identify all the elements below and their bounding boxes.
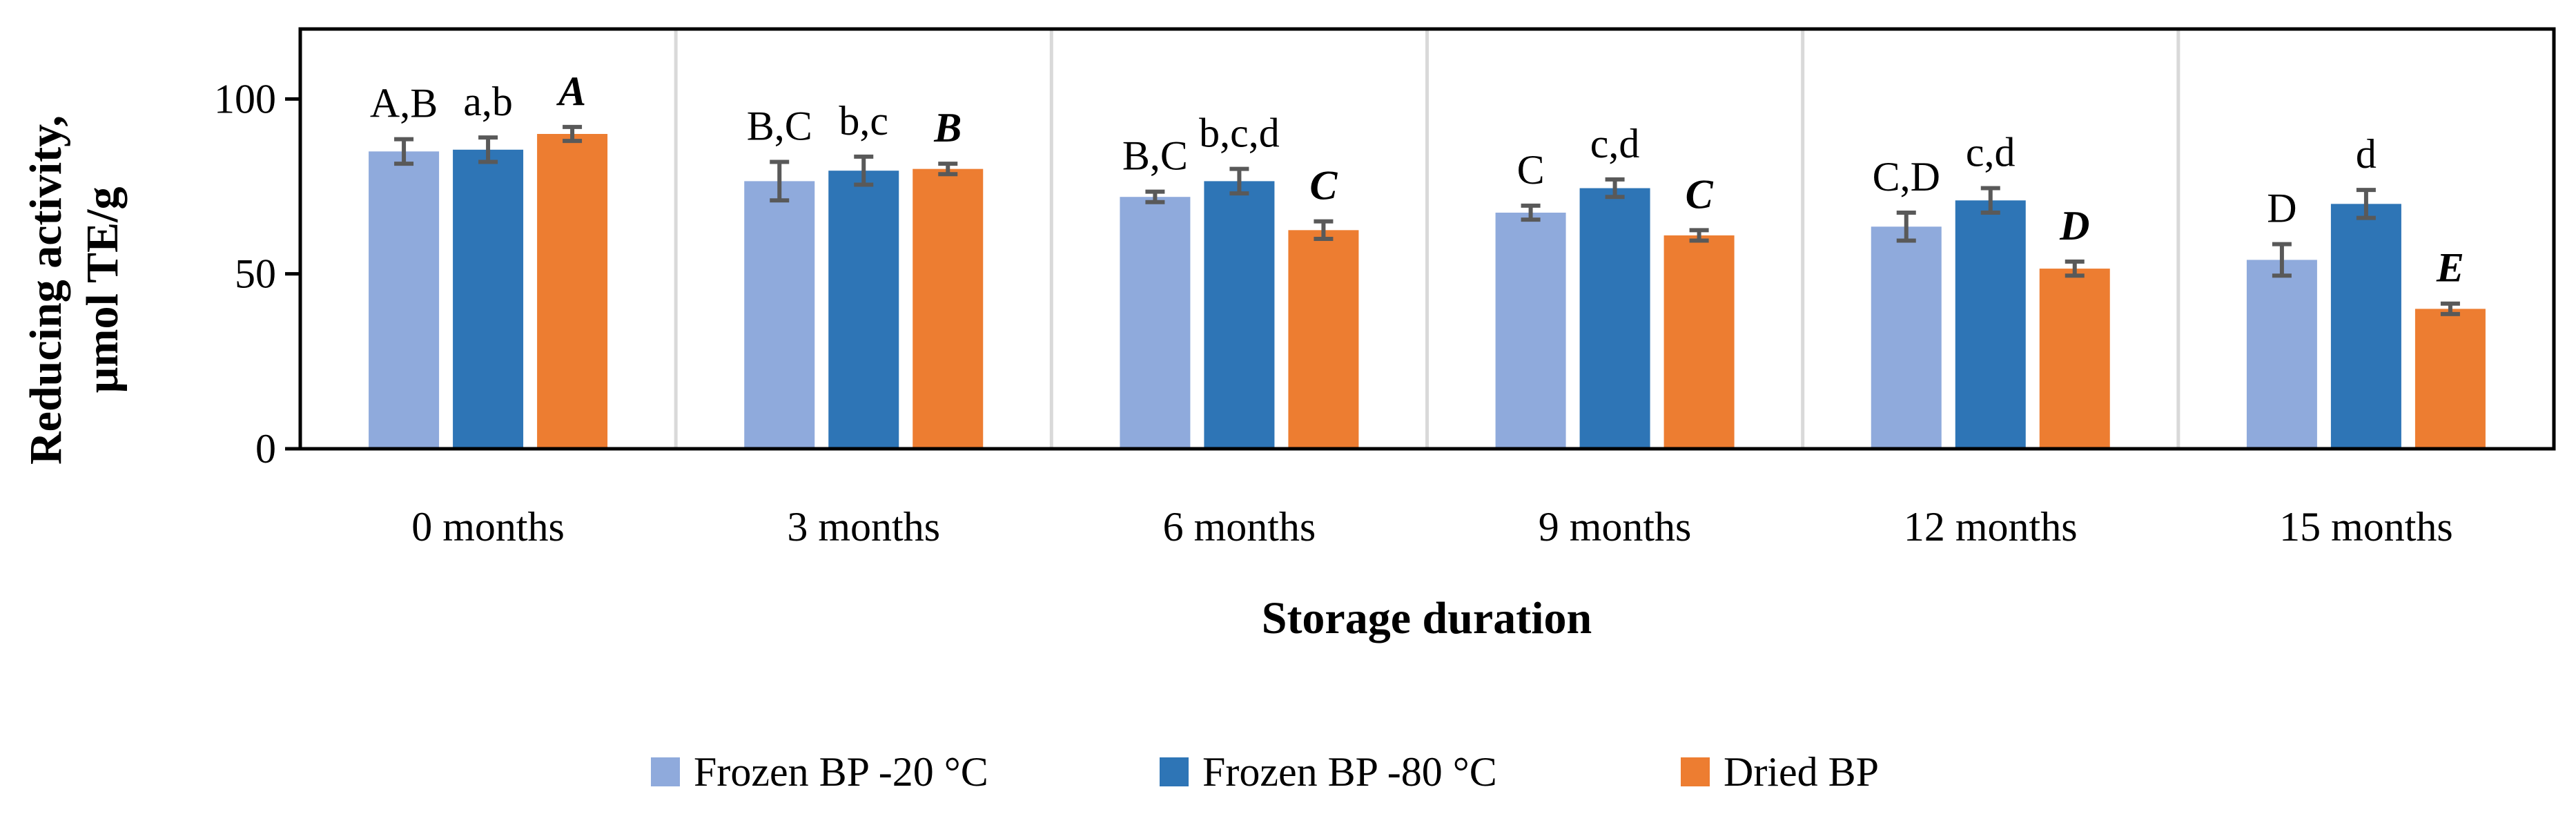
y-axis-title-line-2: µmol TE/g [77, 186, 128, 393]
x-tick-label: 0 months [411, 504, 565, 550]
x-axis: 0 months 3 months 6 months 9 months 12 month… [411, 504, 2453, 550]
error-bars-layer [394, 124, 2460, 316]
bar [1495, 213, 1566, 449]
bar-data-label: C,D [1873, 154, 1940, 200]
bar-data-label: c,d [1966, 130, 2016, 175]
bar-data-label: b,c,d [1199, 110, 1280, 156]
bar [744, 181, 815, 449]
bar-data-label: C [1517, 147, 1545, 193]
bar-data-label: d [2356, 131, 2377, 177]
bar-data-label: B,C [1122, 133, 1188, 179]
bar-data-label: c,d [1590, 121, 1640, 166]
bar [2414, 309, 2486, 449]
bar [1120, 197, 1191, 449]
x-axis-title: Storage duration [1262, 593, 1592, 643]
legend: Frozen BP -20 °C Frozen BP -80 °C Dried BP [651, 749, 1879, 795]
y-axis: 0 50 100 [214, 76, 300, 472]
bar [1204, 181, 1275, 449]
bar-data-label: B,C [747, 104, 812, 149]
bar-data-label: D [2267, 186, 2296, 231]
bar [369, 151, 440, 449]
y-tick-label: 100 [214, 76, 276, 122]
legend-label: Dried BP [1724, 749, 1879, 795]
bar [1288, 230, 1359, 449]
x-tick-label: 15 months [2279, 504, 2453, 550]
bar-data-label: B [933, 105, 962, 151]
bar [537, 134, 608, 449]
x-tick-label: 6 months [1163, 504, 1316, 550]
x-tick-label: 12 months [1904, 504, 2078, 550]
y-tick-label: 0 [255, 426, 276, 472]
bar-data-label: b,c [839, 98, 888, 144]
plot-frame [298, 27, 2556, 451]
bar [913, 168, 984, 449]
bar [2330, 204, 2401, 449]
bar-data-label: A [556, 68, 586, 114]
bar [2039, 269, 2110, 449]
bar [2246, 260, 2317, 449]
x-tick-label: 3 months [787, 504, 940, 550]
group-separators [674, 29, 2180, 449]
x-tick-label: 9 months [1539, 504, 1692, 550]
bar-data-label: a,b [463, 79, 513, 124]
bar [1663, 235, 1735, 449]
bar-labels-layer: A,B B,C B,C C C,D Da,b b,c b,c,d c,d c,d d A B C C D E [370, 68, 2464, 291]
y-tick-label: 50 [235, 251, 276, 297]
bars-layer [369, 134, 2486, 449]
bar [453, 149, 524, 449]
bar-data-label: E [2436, 245, 2464, 291]
legend-label: Frozen BP -20 °C [694, 749, 988, 795]
y-axis-title-line-1: Reducing activity, [21, 115, 71, 465]
legend-swatch [651, 757, 680, 786]
legend-swatch [1681, 757, 1710, 786]
bar [1871, 226, 1942, 449]
bar [828, 171, 899, 449]
y-axis-title: Reducing activity, µmol TE/g [21, 115, 128, 465]
bar-data-label: C [1686, 171, 1714, 217]
legend-swatch [1160, 757, 1189, 786]
bar-data-label: C [1309, 163, 1338, 209]
legend-label: Frozen BP -80 °C [1202, 749, 1497, 795]
bar-data-label: D [2059, 203, 2089, 249]
bar [1955, 200, 2026, 449]
bar-data-label: A,B [370, 81, 438, 126]
bar [1579, 188, 1650, 449]
